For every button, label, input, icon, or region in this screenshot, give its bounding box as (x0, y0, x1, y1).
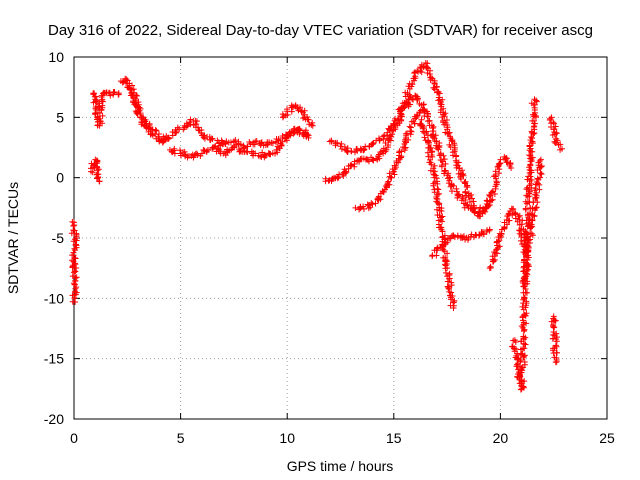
data-point (134, 93, 140, 99)
y-axis-label: SDTVAR / TECUs (5, 182, 21, 294)
data-point (488, 264, 494, 270)
data-point (244, 149, 250, 155)
data-point (484, 197, 490, 203)
data-point (95, 175, 101, 181)
data-point (445, 285, 451, 291)
data-point (70, 227, 76, 233)
data-point (300, 115, 306, 121)
x-tick-label: 5 (177, 430, 185, 446)
y-tick-label: -5 (52, 230, 65, 246)
data-point (434, 186, 440, 192)
data-point (352, 205, 358, 211)
data-point (424, 64, 430, 70)
data-point (553, 136, 559, 142)
data-point (539, 171, 545, 177)
y-tick-label: 0 (56, 170, 64, 186)
data-point (433, 252, 439, 258)
data-point (529, 231, 535, 237)
chart-title: Day 316 of 2022, Sidereal Day-to-day VTE… (48, 22, 593, 39)
chart: Day 316 of 2022, Sidereal Day-to-day VTE… (0, 0, 640, 480)
tick-layer: 0 5 10 15 20 25 -20 -15 -10 -5 0 5 10 (44, 49, 615, 446)
data-point (419, 69, 425, 75)
data-point (408, 125, 414, 131)
x-tick-label: 0 (70, 430, 78, 446)
data-point (97, 178, 103, 184)
data-point (498, 157, 504, 163)
x-tick-label: 10 (279, 430, 295, 446)
data-point (336, 174, 342, 180)
data-point (267, 151, 273, 157)
y-tick-label: -15 (44, 351, 64, 367)
data-point (439, 162, 445, 168)
x-tick-label: 20 (493, 430, 509, 446)
y-tick-label: -20 (44, 411, 64, 427)
marks-layer (69, 60, 565, 393)
data-point (490, 258, 496, 264)
data-point (299, 109, 305, 115)
y-tick-label: 10 (48, 49, 64, 65)
data-point (194, 118, 200, 124)
y-tick-label: 5 (56, 109, 64, 125)
data-point (153, 127, 159, 133)
data-point (450, 152, 456, 158)
data-point (187, 117, 193, 123)
data-point (74, 274, 80, 280)
data-point (537, 170, 543, 176)
data-point (439, 218, 445, 224)
y-tick-label: -10 (44, 290, 64, 306)
data-point (310, 123, 316, 129)
data-point (419, 117, 425, 123)
x-tick-label: 15 (386, 430, 402, 446)
x-axis-label: GPS time / hours (287, 458, 394, 474)
data-point (553, 342, 559, 348)
x-tick-label: 25 (599, 430, 615, 446)
data-point (547, 116, 553, 122)
